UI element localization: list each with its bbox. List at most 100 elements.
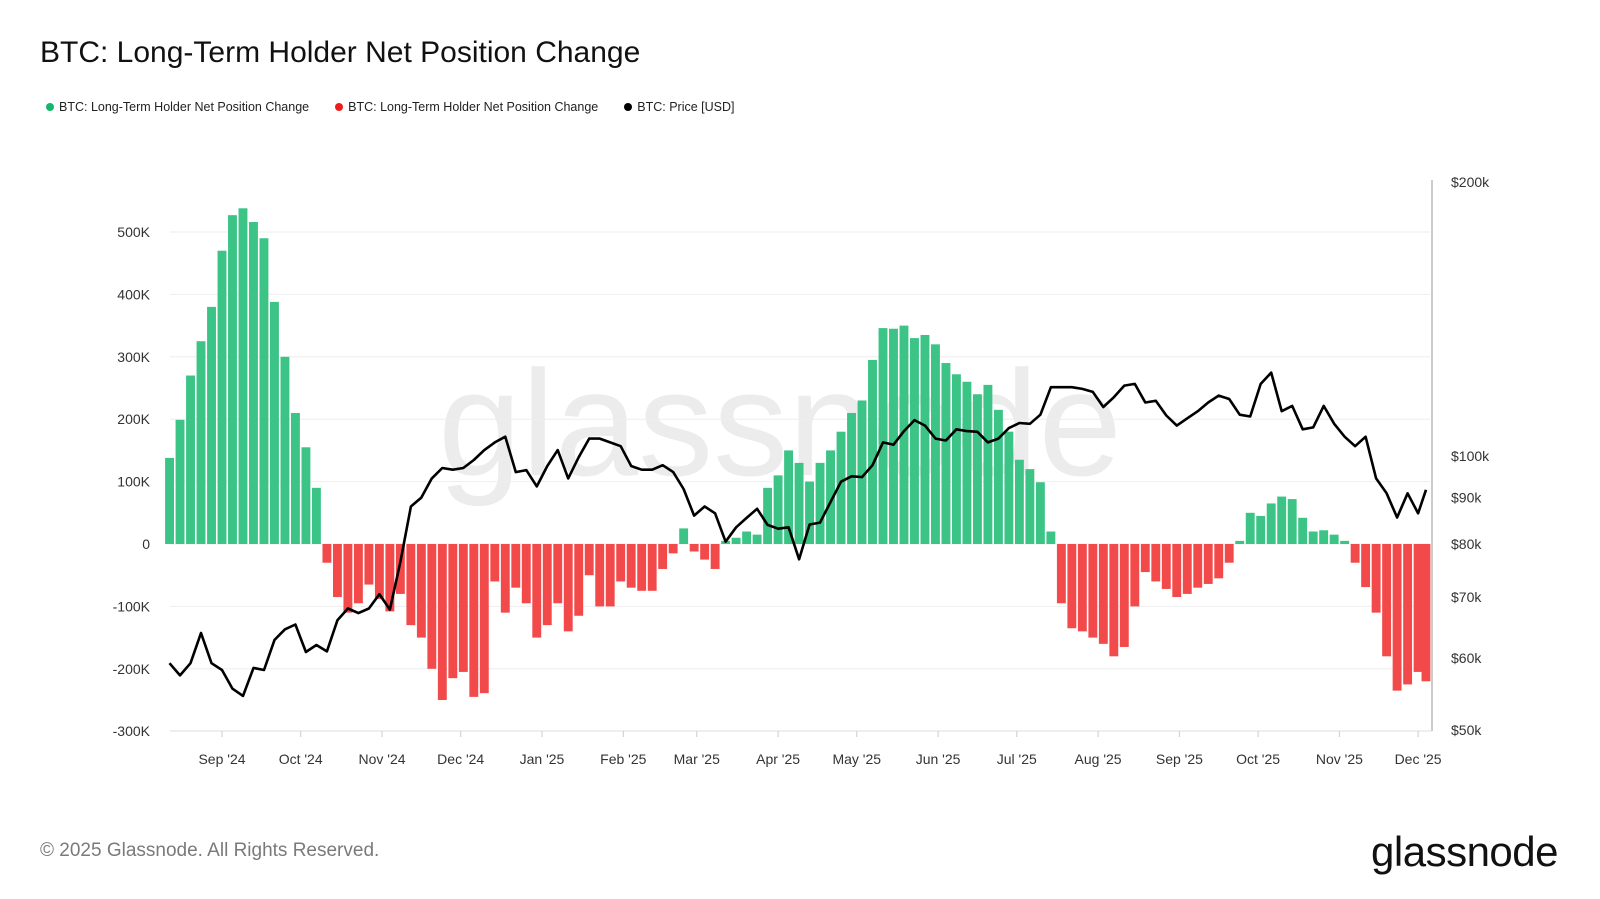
y-left-tick-label: -300K — [113, 723, 151, 739]
bar-negative — [710, 544, 720, 569]
bar-positive — [1266, 503, 1276, 544]
chart-title: BTC: Long-Term Holder Net Position Chang… — [40, 36, 641, 69]
bar-positive — [1046, 531, 1056, 544]
bar-positive — [1308, 531, 1318, 544]
bar-negative — [500, 544, 510, 613]
x-tick-label: Nov '25 — [1316, 751, 1363, 767]
bar-positive — [1329, 534, 1339, 544]
legend-item-lth-positive[interactable]: BTC: Long-Term Holder Net Position Chang… — [46, 100, 309, 114]
y-left-tick-label: 500K — [117, 224, 150, 240]
bar-negative — [637, 544, 647, 591]
x-tick-label: Jul '25 — [997, 751, 1037, 767]
bar-negative — [605, 544, 615, 607]
bar-positive — [1035, 482, 1045, 544]
y-right-tick-label: $70k — [1451, 589, 1482, 605]
y-left-tick-label: 0 — [142, 536, 150, 552]
bar-negative — [563, 544, 573, 632]
y-left-tick-label: -200K — [113, 661, 151, 677]
bar-positive — [910, 338, 919, 544]
bar-positive — [1025, 469, 1035, 544]
y-right-tick-label: $200k — [1451, 174, 1490, 190]
bar-positive — [1340, 540, 1350, 544]
bar-positive — [207, 306, 216, 544]
bar-positive — [259, 238, 269, 545]
x-tick-label: Aug '25 — [1075, 751, 1122, 767]
bar-negative — [458, 544, 468, 672]
bar-negative — [1350, 544, 1360, 563]
y-left-tick-label: 100K — [117, 474, 150, 490]
bar-negative — [647, 544, 657, 591]
bar-positive — [731, 537, 741, 544]
bar-positive — [679, 528, 689, 544]
x-tick-label: Oct '25 — [1236, 751, 1280, 767]
bar-negative — [511, 544, 521, 588]
bar-positive — [794, 462, 804, 544]
y-left-tick-label: 400K — [117, 286, 150, 302]
bar-negative — [332, 544, 342, 598]
legend-label: BTC: Long-Term Holder Net Position Chang… — [59, 100, 310, 114]
bar-negative — [1161, 544, 1171, 589]
bar-negative — [1130, 544, 1140, 607]
bar-negative — [374, 544, 384, 599]
x-tick-label: May '25 — [832, 751, 881, 767]
bar-positive — [290, 412, 300, 544]
bar-negative — [584, 544, 594, 576]
bar-negative — [437, 544, 447, 700]
bar-positive — [941, 363, 951, 544]
bar-positive — [773, 475, 783, 544]
x-tick-label: Jan '25 — [520, 751, 565, 767]
bar-negative — [322, 544, 332, 563]
bar-positive — [920, 334, 930, 544]
bar-positive — [1319, 530, 1329, 544]
x-tick-label: Jun '25 — [916, 751, 961, 767]
bar-positive — [1235, 540, 1245, 544]
bar-negative — [1182, 544, 1192, 594]
bar-negative — [521, 544, 531, 604]
x-tick-label: Dec '25 — [1395, 751, 1442, 767]
bar-negative — [1172, 544, 1182, 598]
x-tick-label: Sep '24 — [198, 751, 245, 767]
bar-negative — [1413, 544, 1423, 672]
bar-positive — [1277, 496, 1287, 544]
bar-positive — [1245, 512, 1255, 544]
bar-positive — [175, 419, 185, 544]
y-left-tick-label: -100K — [113, 598, 151, 614]
bar-positive — [962, 381, 972, 544]
bar-positive — [972, 394, 982, 544]
bar-positive — [899, 325, 909, 544]
y-right-tick-label: $90k — [1451, 490, 1482, 506]
bar-positive — [270, 301, 279, 544]
bar-negative — [616, 544, 626, 582]
y-left-tick-label: 300K — [117, 349, 150, 365]
x-tick-label: Apr '25 — [756, 751, 800, 767]
bar-negative — [1151, 544, 1161, 582]
x-tick-label: Mar '25 — [674, 751, 720, 767]
bar-negative — [1109, 544, 1119, 657]
bar-positive — [186, 375, 195, 544]
bar-positive — [784, 450, 794, 544]
bar-positive — [815, 462, 825, 544]
bar-negative — [1403, 544, 1413, 685]
bar-negative — [1371, 544, 1381, 613]
legend-item-price[interactable]: BTC: Price [USD] — [624, 100, 735, 114]
bar-positive — [889, 328, 898, 544]
bar-negative — [542, 544, 552, 626]
glassnode-logo: glassnode — [1371, 828, 1558, 875]
bar-negative — [1077, 544, 1087, 632]
x-tick-label: Oct '24 — [279, 751, 323, 767]
price-line — [168, 371, 1428, 698]
bar-negative — [479, 544, 489, 694]
bar-negative — [490, 544, 500, 582]
bar-positive — [826, 450, 835, 544]
bar-negative — [1056, 544, 1066, 604]
bar-positive — [1287, 499, 1297, 544]
bar-positive — [805, 481, 814, 544]
bar-negative — [700, 544, 710, 560]
bar-positive — [931, 344, 940, 544]
bar-positive — [951, 374, 961, 544]
y-left-tick-label: 200K — [117, 411, 150, 427]
legend-item-lth-negative[interactable]: BTC: Long-Term Holder Net Position Chang… — [335, 100, 598, 114]
bar-positive — [742, 531, 752, 544]
bar-negative — [1382, 544, 1392, 657]
bar-negative — [668, 544, 678, 554]
